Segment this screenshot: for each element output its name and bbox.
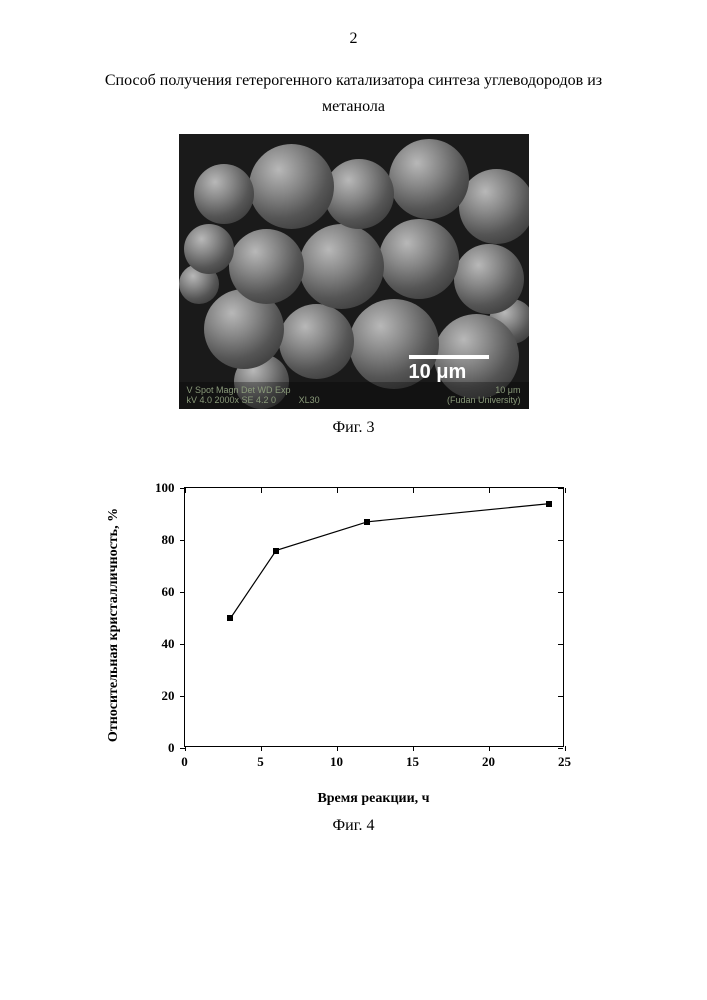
y-tick <box>180 592 185 593</box>
title-line-1: Способ получения гетерогенного катализат… <box>105 72 602 89</box>
data-point <box>227 615 233 621</box>
y-tick-label: 20 <box>162 688 175 704</box>
sem-sphere <box>194 164 254 224</box>
y-axis-label: Относительная кристалличность, % <box>106 508 122 742</box>
x-tick <box>337 746 338 751</box>
x-tick-inner <box>489 488 490 493</box>
data-point <box>546 501 552 507</box>
x-tick-label: 0 <box>181 754 188 770</box>
document-title: Способ получения гетерогенного катализат… <box>60 68 647 119</box>
chart-line <box>230 504 549 618</box>
x-tick-inner <box>565 488 566 493</box>
y-tick-label: 60 <box>162 584 175 600</box>
sem-sphere <box>299 224 384 309</box>
data-point <box>364 519 370 525</box>
y-tick-inner <box>558 644 563 645</box>
x-tick <box>185 746 186 751</box>
sem-sphere <box>229 229 304 304</box>
x-axis-label: Время реакции, ч <box>184 791 564 807</box>
sem-info-line1: V Spot Magn Det WD Exp <box>187 385 291 395</box>
chart-svg <box>185 488 565 748</box>
figure-3-caption: Фиг. 3 <box>60 419 647 437</box>
sem-info-bar: V Spot Magn Det WD Exp 10 μm kV 4.0 2000… <box>179 382 529 410</box>
sem-info-line2: kV 4.0 2000x SE 4.2 0 <box>187 395 277 405</box>
x-tick <box>261 746 262 751</box>
chart-plot-area: 0204060801000510152025 <box>184 487 564 747</box>
title-line-2: метанола <box>322 98 385 115</box>
y-tick <box>180 696 185 697</box>
sem-sphere <box>459 169 529 244</box>
x-tick-label: 5 <box>257 754 264 770</box>
x-tick-inner <box>261 488 262 493</box>
page-number: 2 <box>60 30 647 48</box>
x-tick-label: 25 <box>558 754 571 770</box>
sem-sphere <box>279 304 354 379</box>
crystallinity-chart: Относительная кристалличность, % 0204060… <box>114 477 594 807</box>
sem-sphere <box>454 244 524 314</box>
y-tick-inner <box>558 592 563 593</box>
sem-sphere <box>324 159 394 229</box>
y-tick <box>180 540 185 541</box>
y-tick <box>180 644 185 645</box>
sem-sphere <box>389 139 469 219</box>
sem-info-right: 10 μm <box>495 385 520 396</box>
y-tick-inner <box>558 540 563 541</box>
y-tick-inner <box>558 748 563 749</box>
data-point <box>273 548 279 554</box>
figure-4-caption: Фиг. 4 <box>60 817 647 835</box>
sem-sphere <box>379 219 459 299</box>
x-tick-inner <box>337 488 338 493</box>
x-tick-label: 10 <box>330 754 343 770</box>
sem-info-model: XL30 <box>299 395 320 405</box>
x-tick <box>413 746 414 751</box>
sem-info-source: (Fudan University) <box>447 395 521 406</box>
y-tick-label: 0 <box>168 740 175 756</box>
y-tick-label: 80 <box>162 532 175 548</box>
scale-bar: 10 μm <box>409 355 489 384</box>
x-tick-label: 20 <box>482 754 495 770</box>
y-tick-label: 100 <box>155 480 175 496</box>
sem-sphere <box>184 224 234 274</box>
x-tick-inner <box>185 488 186 493</box>
x-tick-label: 15 <box>406 754 419 770</box>
y-tick-inner <box>558 488 563 489</box>
sem-sphere <box>249 144 334 229</box>
sem-image: 10 μm V Spot Magn Det WD Exp 10 μm kV 4.… <box>179 134 529 409</box>
x-tick <box>565 746 566 751</box>
y-tick-inner <box>558 696 563 697</box>
x-tick-inner <box>413 488 414 493</box>
scale-bar-line <box>409 355 489 359</box>
y-tick-label: 40 <box>162 636 175 652</box>
x-tick <box>489 746 490 751</box>
